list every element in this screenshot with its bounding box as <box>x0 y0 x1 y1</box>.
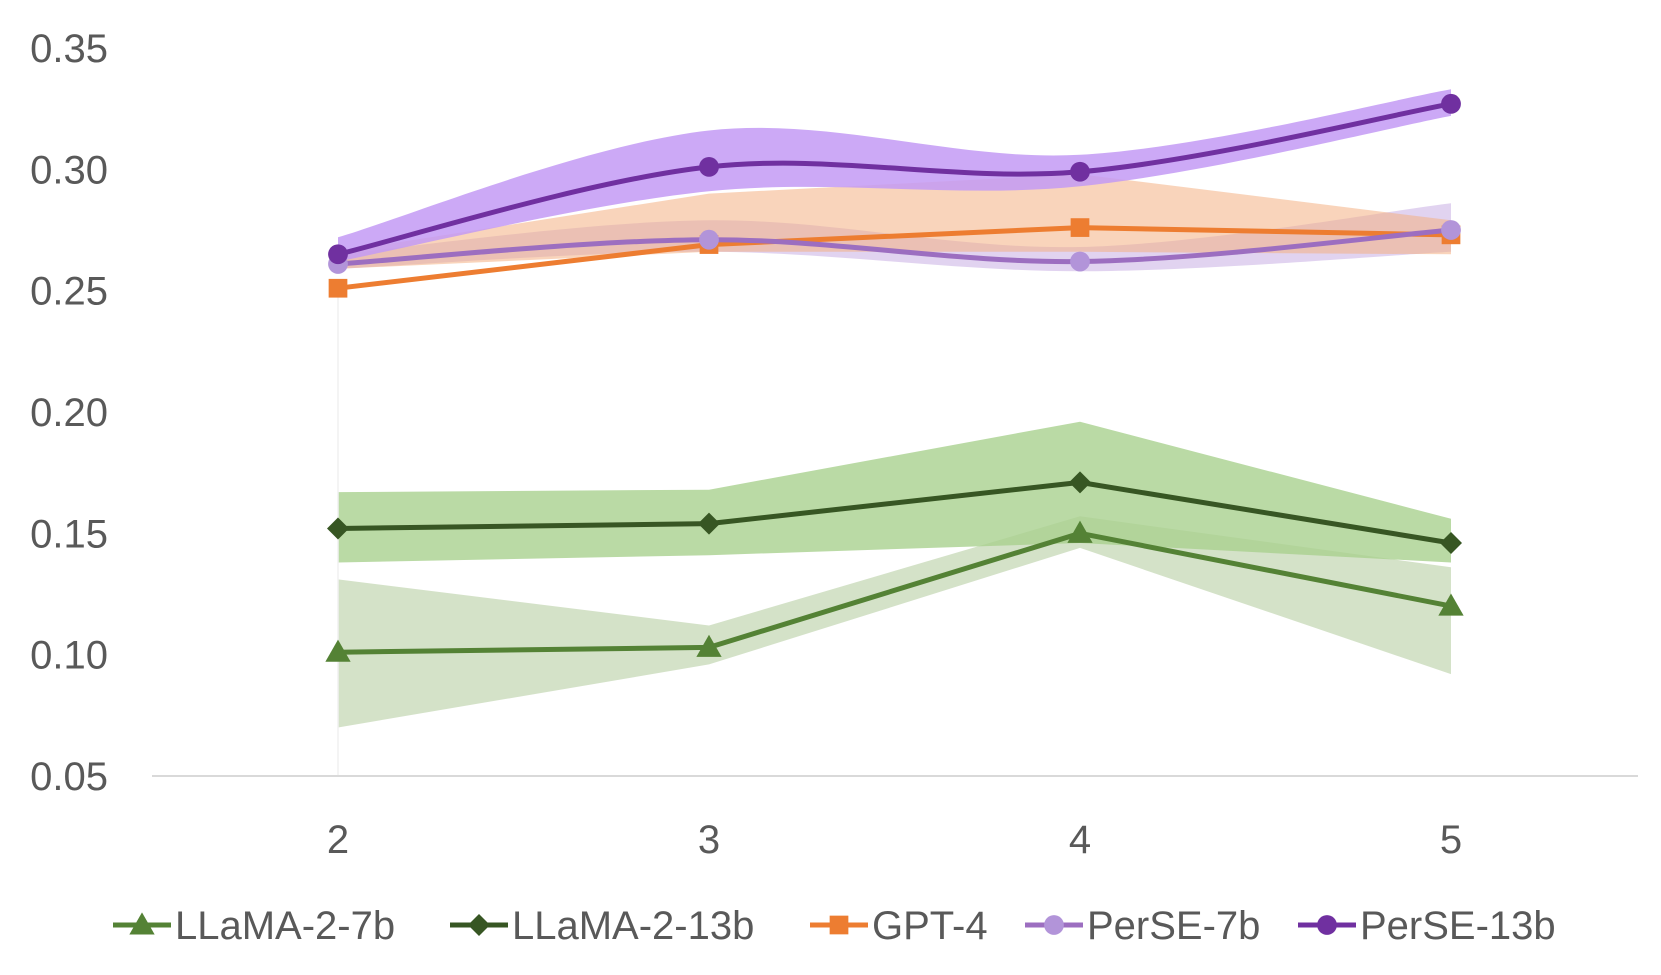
x-tick-label: 2 <box>327 818 349 862</box>
point-perse-13b <box>699 157 719 177</box>
point-perse-7b <box>1070 251 1090 272</box>
confidence-bands <box>338 89 1451 728</box>
line-gpt-4 <box>335 225 1454 291</box>
y-tick-label: 0.20 <box>30 391 108 435</box>
legend-marker <box>129 912 155 935</box>
band-llama-2-7b <box>338 516 1451 728</box>
legend-marker <box>1044 915 1064 935</box>
point-llama-2-7b <box>325 639 351 662</box>
point-llama-2-13b <box>1069 471 1091 494</box>
point-llama-2-13b <box>1440 532 1462 555</box>
legend-item-llama-2-7b: LLaMA-2-7b <box>113 904 395 948</box>
line-perse-7b <box>335 227 1454 267</box>
y-tick-label: 0.10 <box>30 634 108 678</box>
line-perse-13b <box>335 101 1454 257</box>
point-perse-7b <box>1441 220 1461 240</box>
legend-item-perse-13b: PerSE-13b <box>1298 904 1556 948</box>
point-llama-2-7b <box>1067 520 1093 543</box>
y-tick-label: 0.25 <box>30 270 108 314</box>
legend-label: GPT-4 <box>872 904 988 948</box>
point-gpt-4 <box>328 278 348 298</box>
legend-item-llama-2-13b: LLaMA-2-13b <box>450 904 754 948</box>
legend: LLaMA-2-7b LLaMA-2-13b GPT-4 PerSE-7b PerSE-… <box>113 904 1556 948</box>
point-llama-2-13b <box>698 512 720 535</box>
x-tick-label: 3 <box>698 818 720 862</box>
y-tick-label: 0.30 <box>30 148 108 192</box>
legend-label: PerSE-7b <box>1087 904 1260 948</box>
band-perse-13b <box>338 89 1451 262</box>
point-perse-13b <box>328 244 348 265</box>
x-tick-label: 5 <box>1440 818 1462 862</box>
point-perse-13b <box>1441 93 1461 114</box>
series-markers <box>325 93 1464 662</box>
series-lines <box>335 101 1454 655</box>
y-tick-label: 0.35 <box>30 27 108 71</box>
band-gpt-4 <box>338 174 1451 269</box>
legend-marker <box>829 915 849 935</box>
legend-marker <box>1317 915 1337 935</box>
line-llama-2-7b <box>335 530 1454 655</box>
point-perse-13b <box>1070 161 1090 182</box>
band-llama-2-13b <box>338 421 1451 563</box>
axes: 0.05 0.10 0.15 0.20 0.25 0.30 0.35 2 3 4 5 <box>30 27 1638 862</box>
point-llama-2-7b <box>1438 593 1464 616</box>
point-gpt-4 <box>1070 218 1090 237</box>
point-llama-2-13b <box>327 517 349 540</box>
legend-item-gpt-4: GPT-4 <box>810 904 988 948</box>
legend-label: PerSE-13b <box>1360 904 1556 948</box>
legend-label: LLaMA-2-13b <box>512 904 754 948</box>
y-tick-label: 0.05 <box>30 755 108 799</box>
line-llama-2-13b <box>335 479 1454 546</box>
point-perse-7b <box>699 229 719 250</box>
y-tick-label: 0.15 <box>30 512 108 556</box>
legend-item-perse-7b: PerSE-7b <box>1025 904 1260 948</box>
legend-label: LLaMA-2-7b <box>175 904 395 948</box>
legend-marker <box>468 914 490 936</box>
x-tick-label: 4 <box>1069 818 1091 862</box>
point-llama-2-7b <box>696 634 722 657</box>
